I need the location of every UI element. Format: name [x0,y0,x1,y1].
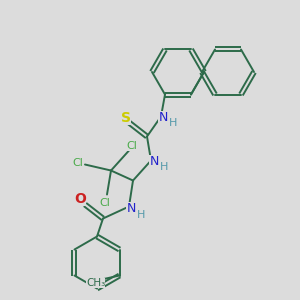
Text: N: N [158,111,168,124]
Text: S: S [121,110,131,124]
Text: Cl: Cl [127,140,137,151]
Text: H: H [137,209,145,220]
Text: CH₃: CH₃ [86,278,105,287]
Text: Cl: Cl [100,197,110,208]
Text: H: H [160,161,168,172]
Text: N: N [149,155,159,168]
Text: N: N [126,202,136,215]
Text: H: H [169,118,177,128]
Text: Cl: Cl [73,158,83,167]
Text: O: O [74,191,86,206]
